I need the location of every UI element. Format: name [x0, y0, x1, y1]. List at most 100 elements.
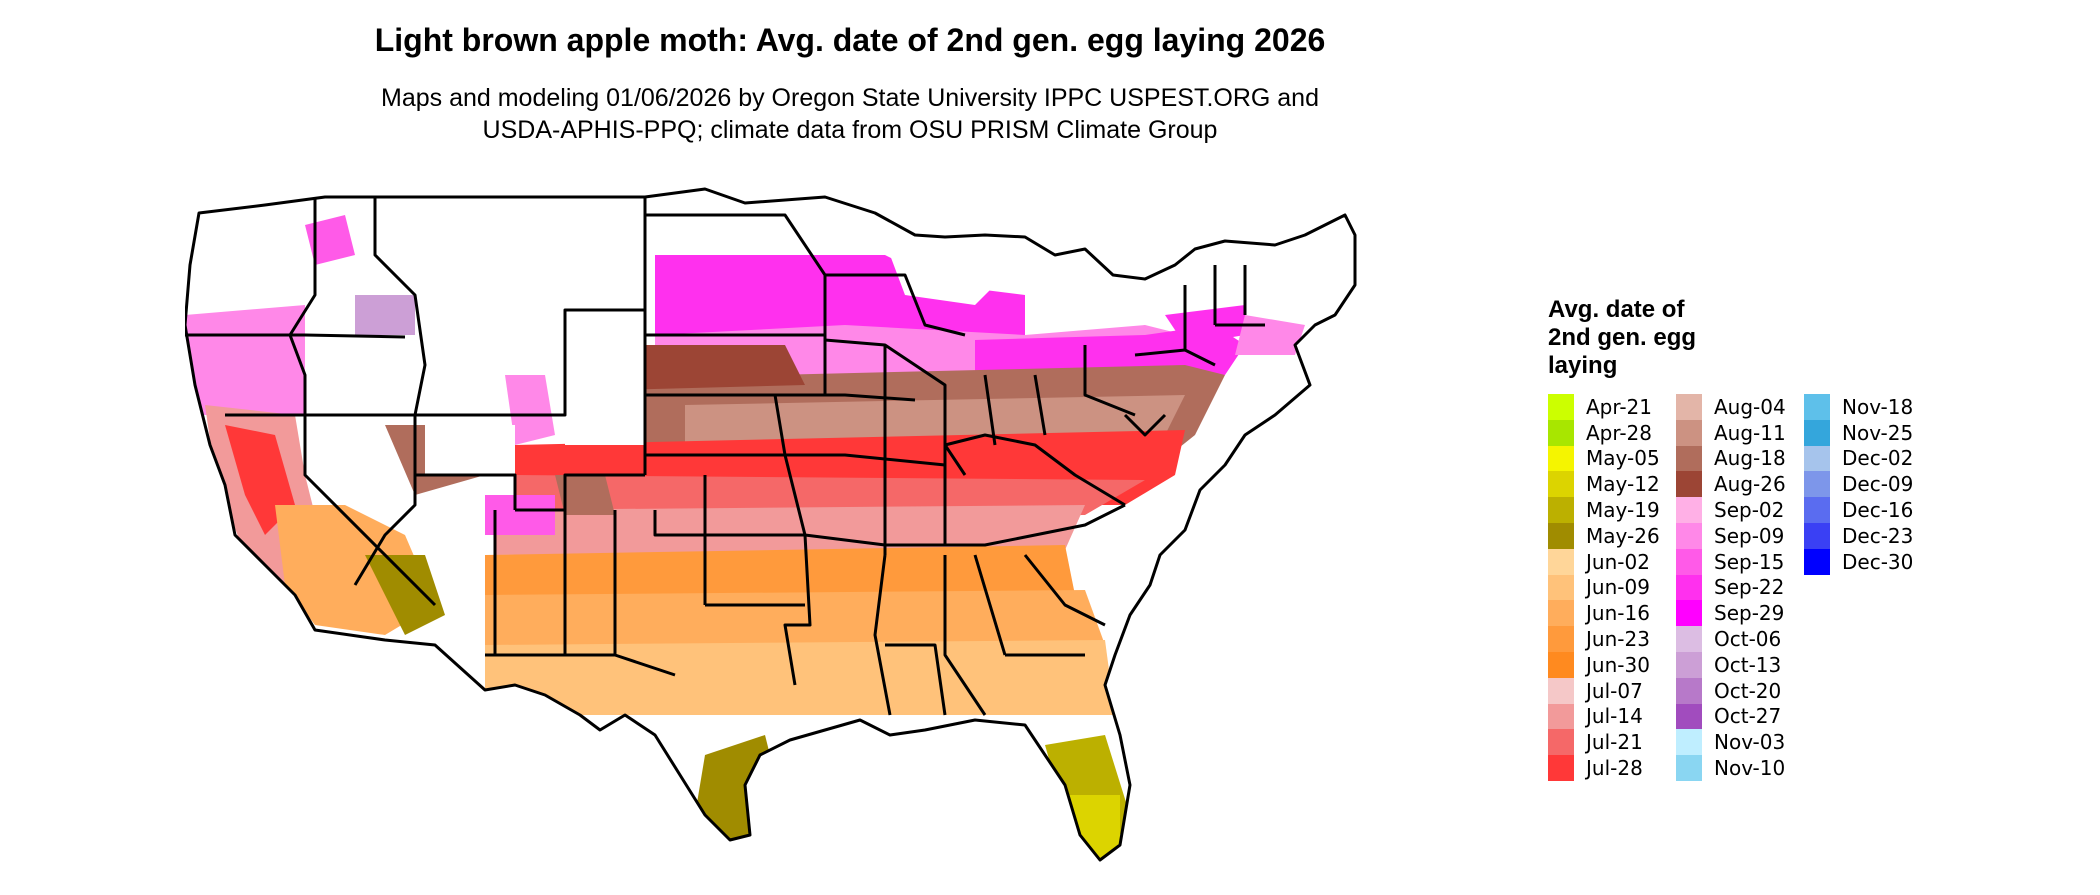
legend-swatch [1676, 651, 1702, 678]
legend-title: Avg. date of 2nd gen. egg laying [1548, 296, 1738, 380]
legend-label: Apr-28 [1586, 420, 1652, 445]
legend-item: Jun-09 [1548, 574, 1676, 601]
legend-label: Jun-16 [1586, 601, 1650, 626]
legend-label: Dec-30 [1842, 549, 1914, 574]
legend-item: Jun-02 [1548, 548, 1676, 575]
legend-label: Aug-11 [1714, 420, 1786, 445]
legend-item: Dec-09 [1804, 471, 1932, 498]
legend-swatch [1676, 600, 1702, 627]
legend-column: Nov-18 Nov-25 Dec-02 Dec-09 Dec-16 Dec-23 Dec-… [1804, 394, 1932, 781]
legend-item: Oct-13 [1676, 651, 1804, 678]
legend-item: Sep-29 [1676, 600, 1804, 627]
legend-swatch [1676, 729, 1702, 756]
legend-item: Sep-15 [1676, 548, 1804, 575]
legend-label: Jun-09 [1586, 575, 1650, 600]
map-subtitle: Maps and modeling 01/06/2026 by Oregon S… [0, 82, 1700, 146]
legend-label: Dec-16 [1842, 498, 1914, 523]
legend-item: Jun-23 [1548, 626, 1676, 652]
legend-swatch [1548, 703, 1574, 730]
legend-swatch [1676, 522, 1702, 549]
legend-label: Oct-20 [1714, 678, 1782, 703]
legend-swatch [1548, 445, 1574, 472]
legend-column: Aug-04 Aug-11 Aug-18 Aug-26 Sep-02 Sep-09 Sep-… [1676, 394, 1804, 781]
legend-swatch [1548, 419, 1574, 446]
legend-label: May-05 [1586, 446, 1660, 471]
legend-label: Aug-04 [1714, 394, 1786, 419]
legend-swatch [1804, 445, 1830, 472]
legend-label: Nov-10 [1714, 756, 1786, 781]
legend-label: Dec-02 [1842, 446, 1914, 471]
legend-swatch [1676, 471, 1702, 498]
legend-label: Jul-07 [1586, 678, 1643, 703]
legend-item: Nov-18 [1804, 394, 1932, 420]
legend-label: Aug-18 [1714, 446, 1786, 471]
legend-item: Nov-10 [1676, 755, 1804, 781]
legend-swatch [1676, 677, 1702, 704]
legend-label: May-12 [1586, 472, 1660, 497]
legend-swatch [1676, 703, 1702, 730]
legend-item: Apr-28 [1548, 419, 1676, 446]
legend-item: Sep-22 [1676, 574, 1804, 601]
legend-item: May-19 [1548, 497, 1676, 523]
legend-label: Oct-27 [1714, 704, 1782, 729]
legend-item: Jul-21 [1548, 729, 1676, 756]
legend-swatch [1804, 548, 1830, 575]
legend-item: Dec-16 [1804, 497, 1932, 523]
legend-swatch [1676, 394, 1702, 420]
legend-label: Nov-25 [1842, 420, 1914, 445]
legend-swatch [1548, 574, 1574, 601]
legend-swatch [1676, 574, 1702, 601]
legend-label: Nov-03 [1714, 730, 1786, 755]
legend-label: Sep-29 [1714, 601, 1785, 626]
legend-label: Sep-02 [1714, 498, 1785, 523]
legend-label: Sep-15 [1714, 549, 1785, 574]
legend-swatch [1676, 626, 1702, 652]
legend-swatch [1548, 651, 1574, 678]
legend-item: Jun-30 [1548, 651, 1676, 678]
legend-item: Apr-21 [1548, 394, 1676, 420]
legend-item: Aug-04 [1676, 394, 1804, 420]
legend-swatch [1676, 445, 1702, 472]
legend-item: Oct-20 [1676, 677, 1804, 704]
us-egg-laying-map [185, 187, 1357, 862]
legend: Avg. date of 2nd gen. egg laying Apr-21 A… [1548, 296, 1932, 781]
legend-item: May-12 [1548, 471, 1676, 498]
legend-label: Jul-28 [1586, 756, 1643, 781]
legend-label: Dec-09 [1842, 472, 1914, 497]
legend-item: Jul-28 [1548, 755, 1676, 781]
legend-item: Oct-06 [1676, 626, 1804, 652]
legend-label: Jun-30 [1586, 652, 1650, 677]
legend-title-line-2: 2nd gen. egg [1548, 324, 1697, 351]
legend-item: Aug-26 [1676, 471, 1804, 498]
legend-label: May-26 [1586, 523, 1660, 548]
legend-label: Sep-22 [1714, 575, 1785, 600]
legend-title-line-1: Avg. date of [1548, 296, 1685, 323]
legend-swatch [1804, 471, 1830, 498]
legend-swatch [1548, 729, 1574, 756]
legend-item: Oct-27 [1676, 703, 1804, 730]
legend-item: Dec-30 [1804, 548, 1932, 575]
legend-item: Dec-23 [1804, 522, 1932, 549]
legend-item: Sep-02 [1676, 497, 1804, 523]
legend-label: Apr-21 [1586, 394, 1652, 419]
legend-swatch [1548, 626, 1574, 652]
state-borders [185, 187, 1357, 862]
legend-label: Jul-14 [1586, 704, 1643, 729]
legend-columns: Apr-21 Apr-28 May-05 May-12 May-19 May-26 Jun-… [1548, 394, 1932, 781]
legend-item: Nov-03 [1676, 729, 1804, 756]
legend-swatch [1676, 548, 1702, 575]
legend-swatch [1548, 600, 1574, 627]
legend-label: Jul-21 [1586, 730, 1643, 755]
legend-item: Aug-11 [1676, 419, 1804, 446]
legend-item: Sep-09 [1676, 522, 1804, 549]
legend-item: Nov-25 [1804, 419, 1932, 446]
legend-item: Aug-18 [1676, 445, 1804, 472]
legend-item: May-26 [1548, 522, 1676, 549]
legend-label: May-19 [1586, 498, 1660, 523]
legend-item: Jul-14 [1548, 703, 1676, 730]
legend-swatch [1804, 419, 1830, 446]
legend-swatch [1804, 497, 1830, 523]
legend-label: Nov-18 [1842, 394, 1914, 419]
legend-label: Dec-23 [1842, 523, 1914, 548]
legend-label: Oct-13 [1714, 652, 1782, 677]
